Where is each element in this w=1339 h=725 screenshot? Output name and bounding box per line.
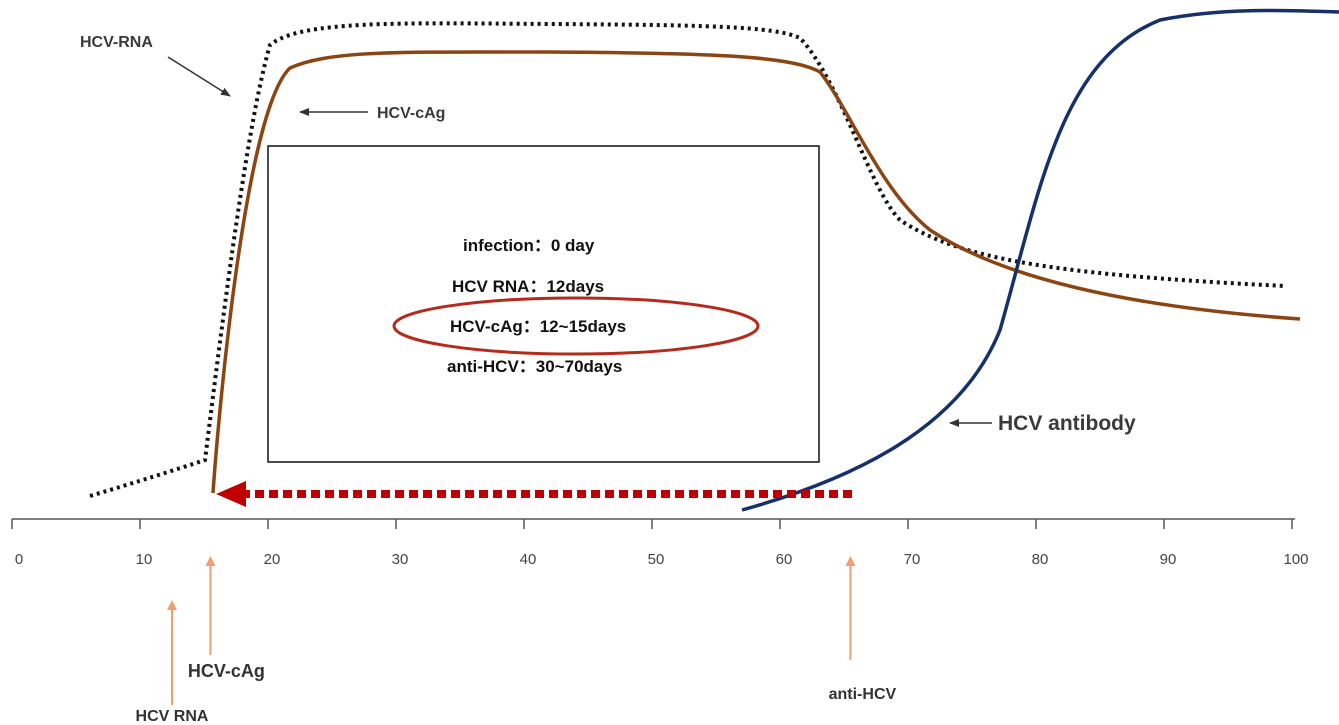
hcv-rna-label: HCV-RNA [80, 34, 153, 51]
dashed-arrow-head [216, 481, 246, 507]
tick-label: 40 [520, 551, 537, 568]
hcv-rna-pointer-arrow-icon [167, 56, 231, 97]
tick-label: 10 [136, 551, 153, 568]
tick-label: 70 [904, 551, 921, 568]
info-line-anti-hcv: anti-HCV：30~70days [447, 357, 622, 376]
hcv-antibody-label: HCV antibody [998, 412, 1136, 435]
marker-label: HCV RNA [136, 708, 209, 725]
hcv-cag-curve [211, 50, 1301, 494]
hcv-antibody-curve [741, 8, 1339, 512]
up-arrow-head [845, 556, 856, 566]
up-arrow-head [167, 600, 177, 610]
hcv-rna-curve [89, 21, 1286, 498]
marker-label: anti-HCV [829, 686, 897, 703]
up-arrow-head [205, 556, 216, 566]
info-line-hcv-cag: HCV-cAg：12~15days [450, 317, 626, 336]
tick-label: 50 [648, 551, 665, 568]
tick-label: 100 [1283, 551, 1308, 568]
x-axis-ticks: 0 10 20 30 40 50 60 70 80 90 100 [11, 519, 1309, 568]
tick-label: 0 [15, 551, 23, 568]
highlight-ellipse [392, 296, 760, 356]
tick-label: 90 [1160, 551, 1177, 568]
tick-label: 80 [1032, 551, 1049, 568]
tick-label: 30 [392, 551, 409, 568]
tick-label: 20 [264, 551, 281, 568]
marker-label: HCV-cAg [188, 661, 265, 681]
info-box [267, 145, 820, 463]
hcv-cag-label: HCV-cAg [377, 105, 445, 122]
info-line-infection: infection：0 day [463, 236, 595, 255]
time-markers: HCV RNA HCV-cAg anti-HCV [136, 556, 897, 725]
tick-label: 60 [776, 551, 793, 568]
info-line-hcv-rna: HCV RNA：12days [452, 277, 604, 296]
